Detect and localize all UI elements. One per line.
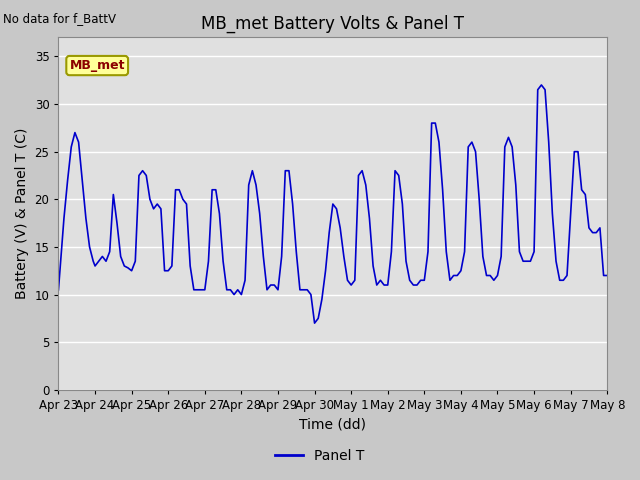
Legend: Panel T: Panel T [270,443,370,468]
Title: MB_met Battery Volts & Panel T: MB_met Battery Volts & Panel T [202,15,465,33]
Y-axis label: Battery (V) & Panel T (C): Battery (V) & Panel T (C) [15,128,29,299]
X-axis label: Time (dd): Time (dd) [300,418,366,432]
Text: No data for f_BattV: No data for f_BattV [3,12,116,25]
Text: MB_met: MB_met [69,59,125,72]
